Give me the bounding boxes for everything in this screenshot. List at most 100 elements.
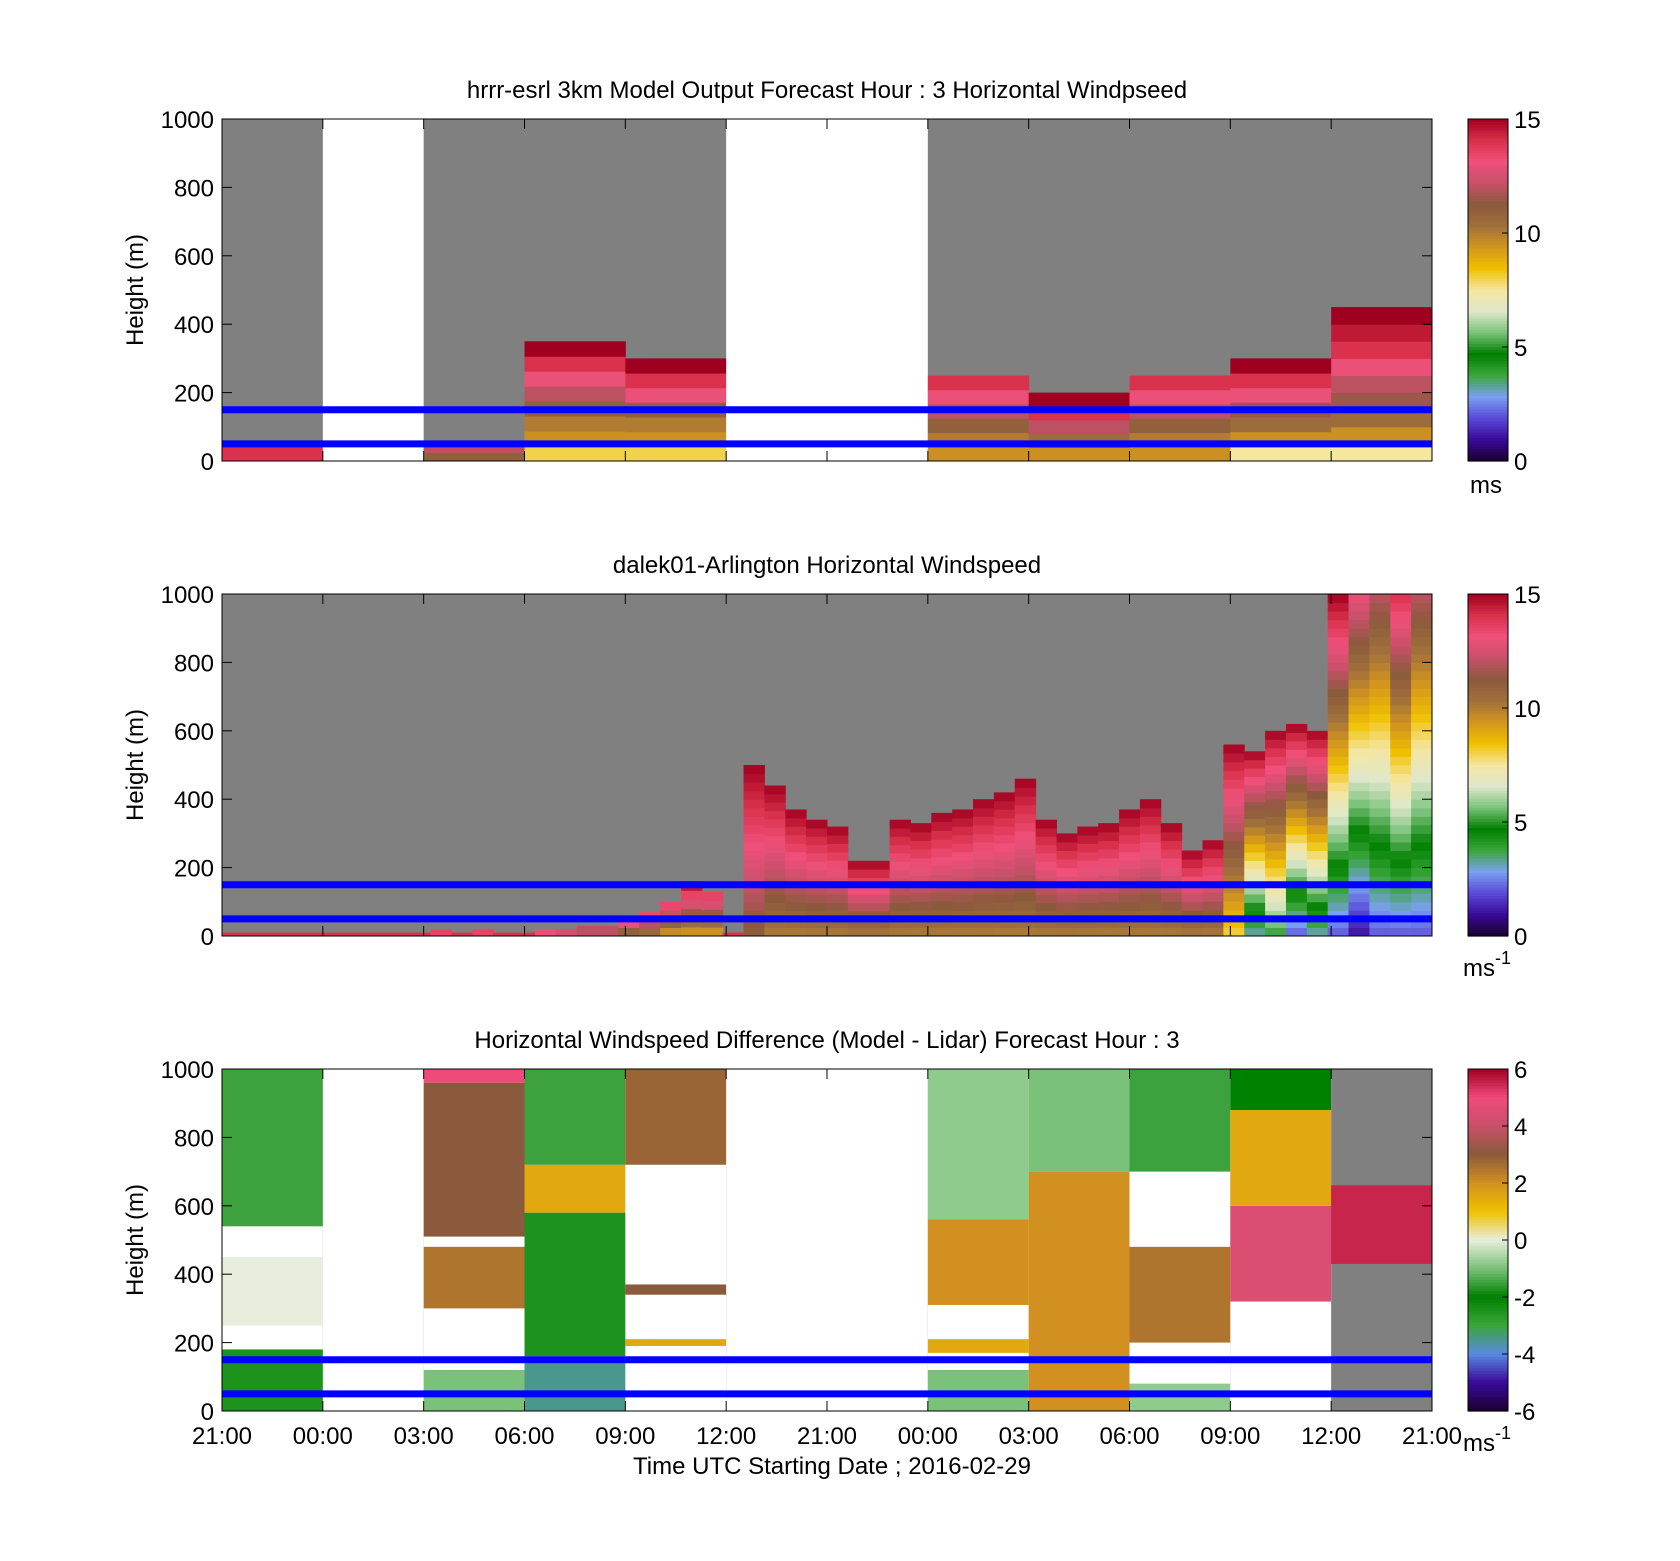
colorbar-cell (1468, 787, 1508, 792)
speed-cell (1119, 851, 1141, 861)
colorbar-cell (1468, 844, 1508, 849)
speed-cell (1035, 927, 1057, 937)
colorbar-cell (1468, 1331, 1508, 1335)
diff-cell (1028, 1069, 1130, 1172)
speed-cell (1119, 885, 1141, 895)
speed-cell (1390, 645, 1412, 655)
colorbar-cell (1468, 616, 1508, 621)
speed-cell (785, 851, 807, 861)
colorbar-tick-label: -4 (1514, 1342, 1535, 1369)
colorbar-cell (1468, 1294, 1508, 1298)
speed-cell (1348, 850, 1370, 860)
speed-cell (910, 823, 932, 833)
speed-cell (1160, 901, 1183, 911)
colorbar-frame (1467, 118, 1509, 462)
colorbar-cell (1468, 1074, 1508, 1079)
colorbar-cell (1468, 173, 1508, 177)
speed-cell (1285, 876, 1308, 886)
speed-cell (1028, 447, 1130, 462)
colorbar-cell (1468, 853, 1508, 857)
speed-cell (1390, 636, 1412, 646)
speed-cell (993, 902, 1016, 912)
speed-cell (1139, 910, 1162, 920)
speed-cell (1348, 901, 1370, 911)
speed-cell (1160, 918, 1183, 928)
speed-cell (1265, 824, 1287, 834)
speed-cell (1390, 628, 1412, 638)
speed-cell (1077, 910, 1099, 920)
colorbar-cell (1468, 1388, 1508, 1392)
colorbar-cell (1468, 710, 1508, 715)
speed-cell (1348, 636, 1370, 646)
speed-cell (764, 919, 786, 929)
speed-cell (927, 418, 1030, 433)
colorbar-cell (1468, 742, 1508, 746)
colorbar-cell (1468, 901, 1508, 906)
speed-cell (1129, 446, 1231, 462)
speed-cell (910, 857, 932, 868)
colorbar-tick-label: 0 (1514, 924, 1527, 951)
speed-cell (1348, 824, 1370, 834)
speed-cell (1202, 840, 1224, 850)
speed-cell (806, 861, 828, 871)
speed-cell (1327, 910, 1350, 920)
speed-cell (524, 446, 626, 462)
colorbar-cell (1468, 625, 1508, 629)
colorbar-cell (1468, 1180, 1508, 1184)
speed-cell (1369, 730, 1391, 740)
speed-cell (1077, 851, 1099, 861)
speed-cell (347, 932, 369, 937)
y-tick-label: 1000 (161, 1057, 214, 1084)
speed-cell (1390, 705, 1412, 715)
colorbar-cell (1468, 665, 1508, 669)
speed-cell (1306, 747, 1329, 757)
diff-cell (927, 1339, 1030, 1353)
colorbar-cell (1468, 631, 1508, 635)
speed-cell (1056, 884, 1078, 894)
diff-cell (222, 1069, 324, 1227)
colorbar-cell (1468, 673, 1508, 678)
colorbar-cell (1468, 770, 1508, 775)
speed-cell (1369, 713, 1391, 723)
speed-cell (1411, 747, 1433, 757)
speed-cell (1223, 883, 1245, 893)
colorbar-cell (1468, 1345, 1508, 1349)
speed-cell (1369, 867, 1391, 877)
speed-cell (827, 834, 849, 844)
speed-cell (701, 927, 724, 937)
colorbar-cell (1468, 1231, 1508, 1235)
speed-cell (1327, 713, 1350, 723)
speed-cell (1348, 816, 1370, 826)
speed-cell (1411, 670, 1433, 680)
colorbar-cell (1468, 161, 1508, 166)
speed-cell (1411, 730, 1433, 740)
diff-cell (1129, 1246, 1231, 1343)
colorbar-cell (1468, 309, 1508, 314)
speed-cell (1411, 782, 1433, 792)
colorbar-cell (1468, 802, 1508, 806)
diff-cell (524, 1363, 626, 1411)
colorbar-cell (1468, 1148, 1508, 1153)
colorbar-cell (1468, 421, 1508, 425)
speed-cell (1306, 867, 1329, 877)
speed-cell (785, 893, 807, 903)
speed-cell (1098, 918, 1120, 928)
speed-cell (1119, 893, 1141, 903)
speed-cell (1223, 892, 1245, 902)
speed-cell (1348, 739, 1370, 749)
colorbar-cell (1468, 596, 1508, 601)
speed-cell (1348, 670, 1370, 680)
colorbar-cell (1468, 830, 1508, 834)
colorbar-cell (1468, 1268, 1508, 1272)
speed-cell (1139, 850, 1162, 860)
speed-cell (534, 929, 557, 937)
speed-cell (1348, 884, 1370, 894)
speed-cell (868, 894, 891, 904)
speed-cell (910, 875, 932, 885)
colorbar-cell (1468, 341, 1508, 345)
colorbar-cell (1468, 890, 1508, 894)
speed-cell (1411, 901, 1433, 911)
speed-cell (806, 869, 828, 879)
speed-cell (1265, 918, 1287, 928)
speed-cell (1327, 859, 1350, 869)
